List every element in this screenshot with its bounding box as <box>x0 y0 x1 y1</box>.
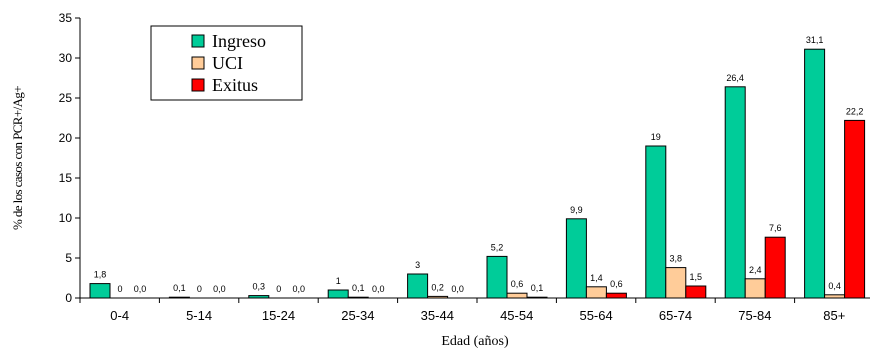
bar-ingreso <box>407 273 429 299</box>
data-label-uci: 0 <box>276 284 281 294</box>
x-tick-label: 45-54 <box>500 308 533 323</box>
data-label-uci: 0,6 <box>511 279 524 289</box>
legend-swatch-uci <box>191 56 205 70</box>
y-tick-label: 35 <box>59 11 73 25</box>
bar-ingreso <box>804 48 826 299</box>
data-label-exitus: 7,6 <box>769 223 782 233</box>
y-tick-label: 0 <box>65 291 72 305</box>
bar-ingreso <box>327 289 349 299</box>
data-label-exitus: 0,0 <box>451 284 464 294</box>
bar-exitus <box>764 236 786 299</box>
data-label-ingreso: 1,8 <box>94 270 107 280</box>
data-label-ingreso: 26,4 <box>726 73 744 83</box>
data-label-exitus: 0,0 <box>213 284 226 294</box>
y-tick-label: 30 <box>59 51 73 65</box>
data-label-ingreso: 0,1 <box>173 283 186 293</box>
data-label-ingreso: 5,2 <box>491 242 504 252</box>
x-tick-label: 55-64 <box>579 308 612 323</box>
y-ticks-layer: 0 5 10 15 20 25 30 35 <box>59 11 80 305</box>
data-labels-layer: 1,8 0 0,0 0,1 0 0,0 0,3 0 0,0 1 0,1 0,0 3 0,2 0,0 5,2 0,… <box>94 35 864 294</box>
data-label-exitus: 0,0 <box>134 284 147 294</box>
bar-uci <box>585 286 607 299</box>
data-label-ingreso: 1 <box>336 276 341 286</box>
data-label-exitus: 0,0 <box>372 284 385 294</box>
data-label-uci: 0 <box>117 284 122 294</box>
legend-swatch-ingreso <box>191 34 205 48</box>
data-label-exitus: 0,1 <box>531 283 544 293</box>
bar-ingreso <box>486 255 508 299</box>
legend-box <box>150 25 303 101</box>
y-tick-label: 5 <box>65 251 72 265</box>
x-tick-label: 15-24 <box>262 308 295 323</box>
bar-uci <box>744 278 766 299</box>
bar-ingreso <box>645 145 667 299</box>
data-label-exitus: 0,6 <box>610 279 623 289</box>
legend-swatch-exitus <box>191 78 205 92</box>
bar-exitus <box>685 285 707 299</box>
y-axis-title: % de los casos con PCR+/Ag+ <box>10 86 25 230</box>
bar-exitus <box>844 119 866 299</box>
data-label-uci: 2,4 <box>749 265 762 275</box>
data-label-exitus: 1,5 <box>690 272 703 282</box>
data-label-ingreso: 19 <box>651 132 661 142</box>
data-label-uci: 0,4 <box>828 281 841 291</box>
legend-label-ingreso: Ingreso <box>212 31 266 51</box>
data-label-uci: 0 <box>197 284 202 294</box>
y-tick-label: 20 <box>59 131 73 145</box>
x-tick-label: 75-84 <box>738 308 771 323</box>
x-tick-label: 35-44 <box>421 308 454 323</box>
data-label-ingreso: 3 <box>415 260 420 270</box>
bar-uci <box>506 292 528 299</box>
y-tick-label: 15 <box>59 171 73 185</box>
data-label-ingreso: 9,9 <box>570 205 583 215</box>
legend-label-exitus: Exitus <box>212 75 258 95</box>
x-tick-label: 0-4 <box>110 308 129 323</box>
data-label-exitus: 22,2 <box>846 106 864 116</box>
y-tick-label: 25 <box>59 91 73 105</box>
x-tick-label: 65-74 <box>659 308 692 323</box>
data-label-uci: 3,8 <box>670 254 683 264</box>
legend-label-uci: UCI <box>212 53 243 73</box>
x-axis-title: Edad (años) <box>441 334 509 349</box>
bar-ingreso <box>565 218 587 299</box>
data-label-uci: 0,1 <box>352 283 365 293</box>
x-ticks-layer: 0-4 5-14 15-24 25-34 35-44 45-54 55-64 65-74 75-… <box>79 298 845 323</box>
data-label-ingreso: 31,1 <box>806 35 824 45</box>
data-label-ingreso: 0,3 <box>253 282 266 292</box>
data-label-uci: 1,4 <box>590 273 603 283</box>
y-tick-label: 10 <box>59 211 73 225</box>
bar-uci <box>665 267 687 299</box>
data-label-uci: 0,2 <box>431 282 444 292</box>
data-label-exitus: 0,0 <box>293 284 306 294</box>
x-tick-label: 5-14 <box>186 308 212 323</box>
bar-exitus <box>605 292 627 299</box>
x-tick-label: 85+ <box>823 308 845 323</box>
x-tick-label: 25-34 <box>341 308 374 323</box>
bar-ingreso <box>724 86 746 299</box>
bar-ingreso <box>89 283 111 299</box>
